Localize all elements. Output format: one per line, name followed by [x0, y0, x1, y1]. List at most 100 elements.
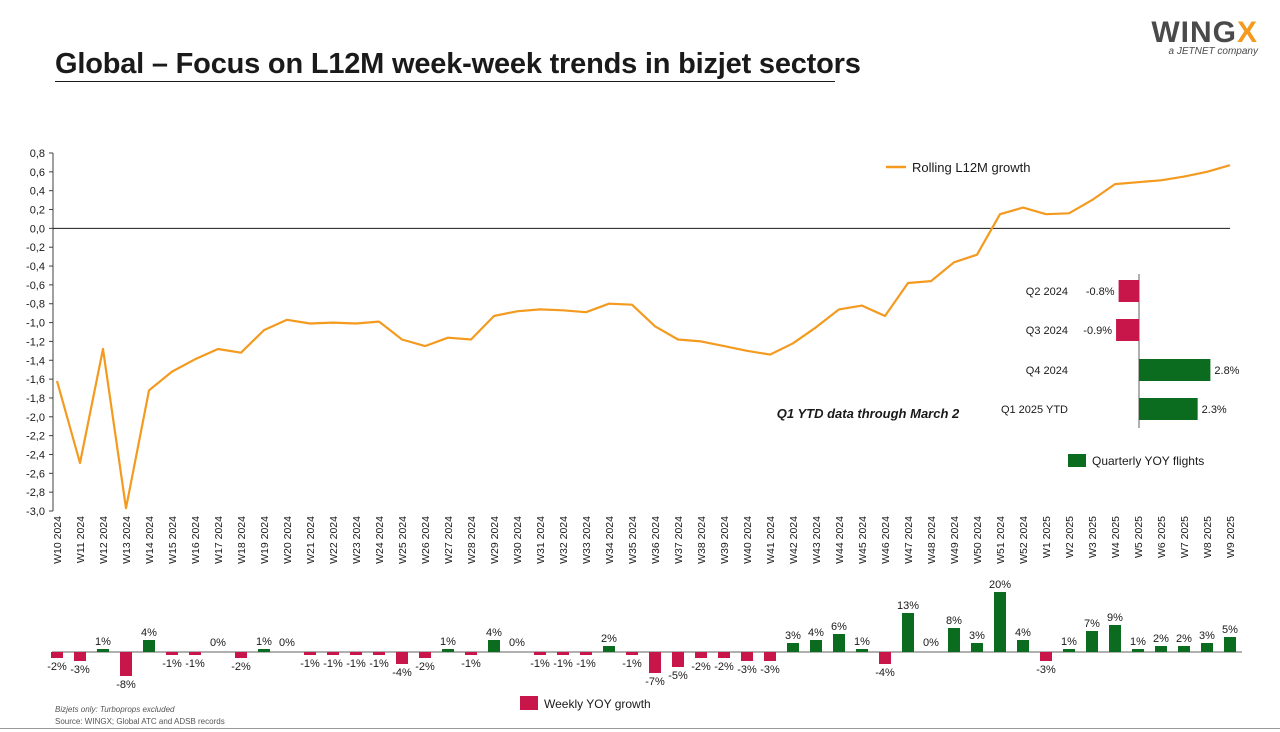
weekly-bar [1178, 646, 1190, 652]
x-tick-label: W48 2024 [926, 516, 938, 564]
x-tick-label: W12 2024 [98, 516, 110, 564]
line-chart: Rolling L12M growth [55, 160, 1231, 510]
weekly-bar [304, 652, 316, 655]
x-tick-label: W51 2024 [995, 516, 1007, 564]
weekly-bar-label: -3% [760, 664, 780, 676]
logo-word-accent: X [1236, 16, 1258, 49]
weekly-bar-label: 3% [785, 630, 801, 642]
weekly-bar-label: 4% [1015, 627, 1031, 639]
quarterly-category-label: Q1 2025 YTD [1001, 404, 1068, 416]
weekly-bar [350, 652, 362, 655]
weekly-bar-label: -1% [461, 658, 481, 670]
weekly-bar-label: 3% [1199, 630, 1215, 642]
y-tick-label: -0,6 [26, 280, 45, 292]
weekly-bar-label: 1% [1130, 636, 1146, 648]
weekly-bar [534, 652, 546, 655]
x-tick-label: W23 2024 [351, 516, 363, 564]
weekly-bar-label: 2% [601, 633, 617, 645]
x-tick-label: W33 2024 [581, 516, 593, 564]
y-tick-label: 0,8 [30, 148, 45, 160]
logo-wordmark: WINGX [1151, 18, 1258, 48]
weekly-bar [143, 640, 155, 652]
logo-word-main: WING [1151, 16, 1237, 49]
x-tick-label: W42 2024 [788, 516, 800, 564]
weekly-bar-label: 9% [1107, 612, 1123, 624]
x-tick-label: W28 2024 [466, 516, 478, 564]
y-tick-label: 0,2 [30, 205, 45, 217]
x-tick-label: W50 2024 [972, 516, 984, 564]
weekly-bar [626, 652, 638, 655]
y-tick-label: 0,0 [30, 223, 45, 235]
weekly-bar-label: 0% [210, 637, 226, 649]
y-tick-label: -2,0 [26, 412, 45, 424]
x-tick-label: W3 2025 [1087, 516, 1099, 558]
y-tick-label: -0,2 [26, 242, 45, 254]
y-tick-label: -2,6 [26, 468, 45, 480]
weekly-bar [971, 643, 983, 652]
quarterly-bar-chart: -0.8% Q2 2024 -0.9% Q3 2024 2.8% Q4 2024 2.3% Q… [1001, 274, 1240, 468]
weekly-bar [166, 652, 178, 655]
y-tick-label: -2,8 [26, 487, 45, 499]
weekly-bar [810, 640, 822, 652]
weekly-bar [1132, 649, 1144, 652]
weekly-bar [580, 652, 592, 655]
weekly-bar-label: -1% [162, 658, 182, 670]
x-tick-label: W52 2024 [1018, 516, 1030, 564]
weekly-bar [396, 652, 408, 664]
line-legend-label: Rolling L12M growth [912, 160, 1031, 175]
weekly-bar-label: -4% [875, 667, 895, 679]
y-tick-label: -3,0 [26, 506, 45, 518]
x-tick-label: W25 2024 [397, 516, 409, 564]
weekly-bar-label: -2% [691, 661, 711, 673]
weekly-bar [672, 652, 684, 667]
weekly-bar [97, 649, 109, 652]
x-tick-label: W31 2024 [535, 516, 547, 564]
source-note: Source: WINGX; Global ATC and ADSB recor… [55, 717, 225, 726]
weekly-bar [879, 652, 891, 664]
weekly-bar-label: -1% [553, 658, 573, 670]
x-tick-label: W39 2024 [719, 516, 731, 564]
x-tick-label: W7 2025 [1179, 516, 1191, 558]
x-tick-label: W9 2025 [1225, 516, 1237, 558]
quarterly-bar [1139, 359, 1211, 381]
x-tick-label: W24 2024 [374, 516, 386, 564]
weekly-bar-chart: -2% -3%1%-8%4%-1% -1%0%-2%1% 0%-1% -1% -1% -1%… [47, 579, 1242, 711]
quarterly-legend-label: Quarterly YOY flights [1092, 454, 1204, 468]
x-tick-label: W40 2024 [742, 516, 754, 564]
weekly-bar-label: 20% [989, 579, 1011, 591]
y-tick-label: 0,6 [30, 167, 45, 179]
quarterly-bar-label: -0.8% [1086, 286, 1115, 298]
y-tick-label: -1,8 [26, 393, 45, 405]
line-chart-axes: -3,0 -2,8 -2,6 -2,4 -2,2 -2,0 -1,8 -1,6 -1,4 -1,2… [26, 148, 1230, 518]
weekly-bar-label: 0% [509, 637, 525, 649]
weekly-bar [488, 640, 500, 652]
x-tick-label: W44 2024 [834, 516, 846, 564]
x-tick-label: W19 2024 [259, 516, 271, 564]
weekly-bar-label: -2% [415, 661, 435, 673]
weekly-bar [1109, 625, 1121, 652]
weekly-bar-label: 4% [486, 627, 502, 639]
weekly-bar [327, 652, 339, 655]
weekly-bar-label: -1% [576, 658, 596, 670]
quarterly-bar [1139, 398, 1198, 420]
weekly-bar-label: -1% [622, 658, 642, 670]
x-tick-label: W8 2025 [1202, 516, 1214, 558]
weekly-bar [258, 649, 270, 652]
quarterly-bar-label: 2.3% [1202, 404, 1227, 416]
weekly-bar-label: 8% [946, 615, 962, 627]
x-tick-label: W38 2024 [696, 516, 708, 564]
y-tick-label: -2,2 [26, 431, 45, 443]
weekly-bar-label: -1% [323, 658, 343, 670]
x-tick-label: W1 2025 [1041, 516, 1053, 558]
q1-ytd-annotation: Q1 YTD data through March 2 [777, 406, 960, 421]
weekly-bar [695, 652, 707, 658]
weekly-bar [948, 628, 960, 652]
x-tick-label: W17 2024 [213, 516, 225, 564]
weekly-bar [51, 652, 63, 658]
weekly-bar [1017, 640, 1029, 652]
weekly-bar [373, 652, 385, 655]
weekly-bar [442, 649, 454, 652]
x-tick-label: W10 2024 [52, 516, 64, 564]
x-tick-label: W2 2025 [1064, 516, 1076, 558]
